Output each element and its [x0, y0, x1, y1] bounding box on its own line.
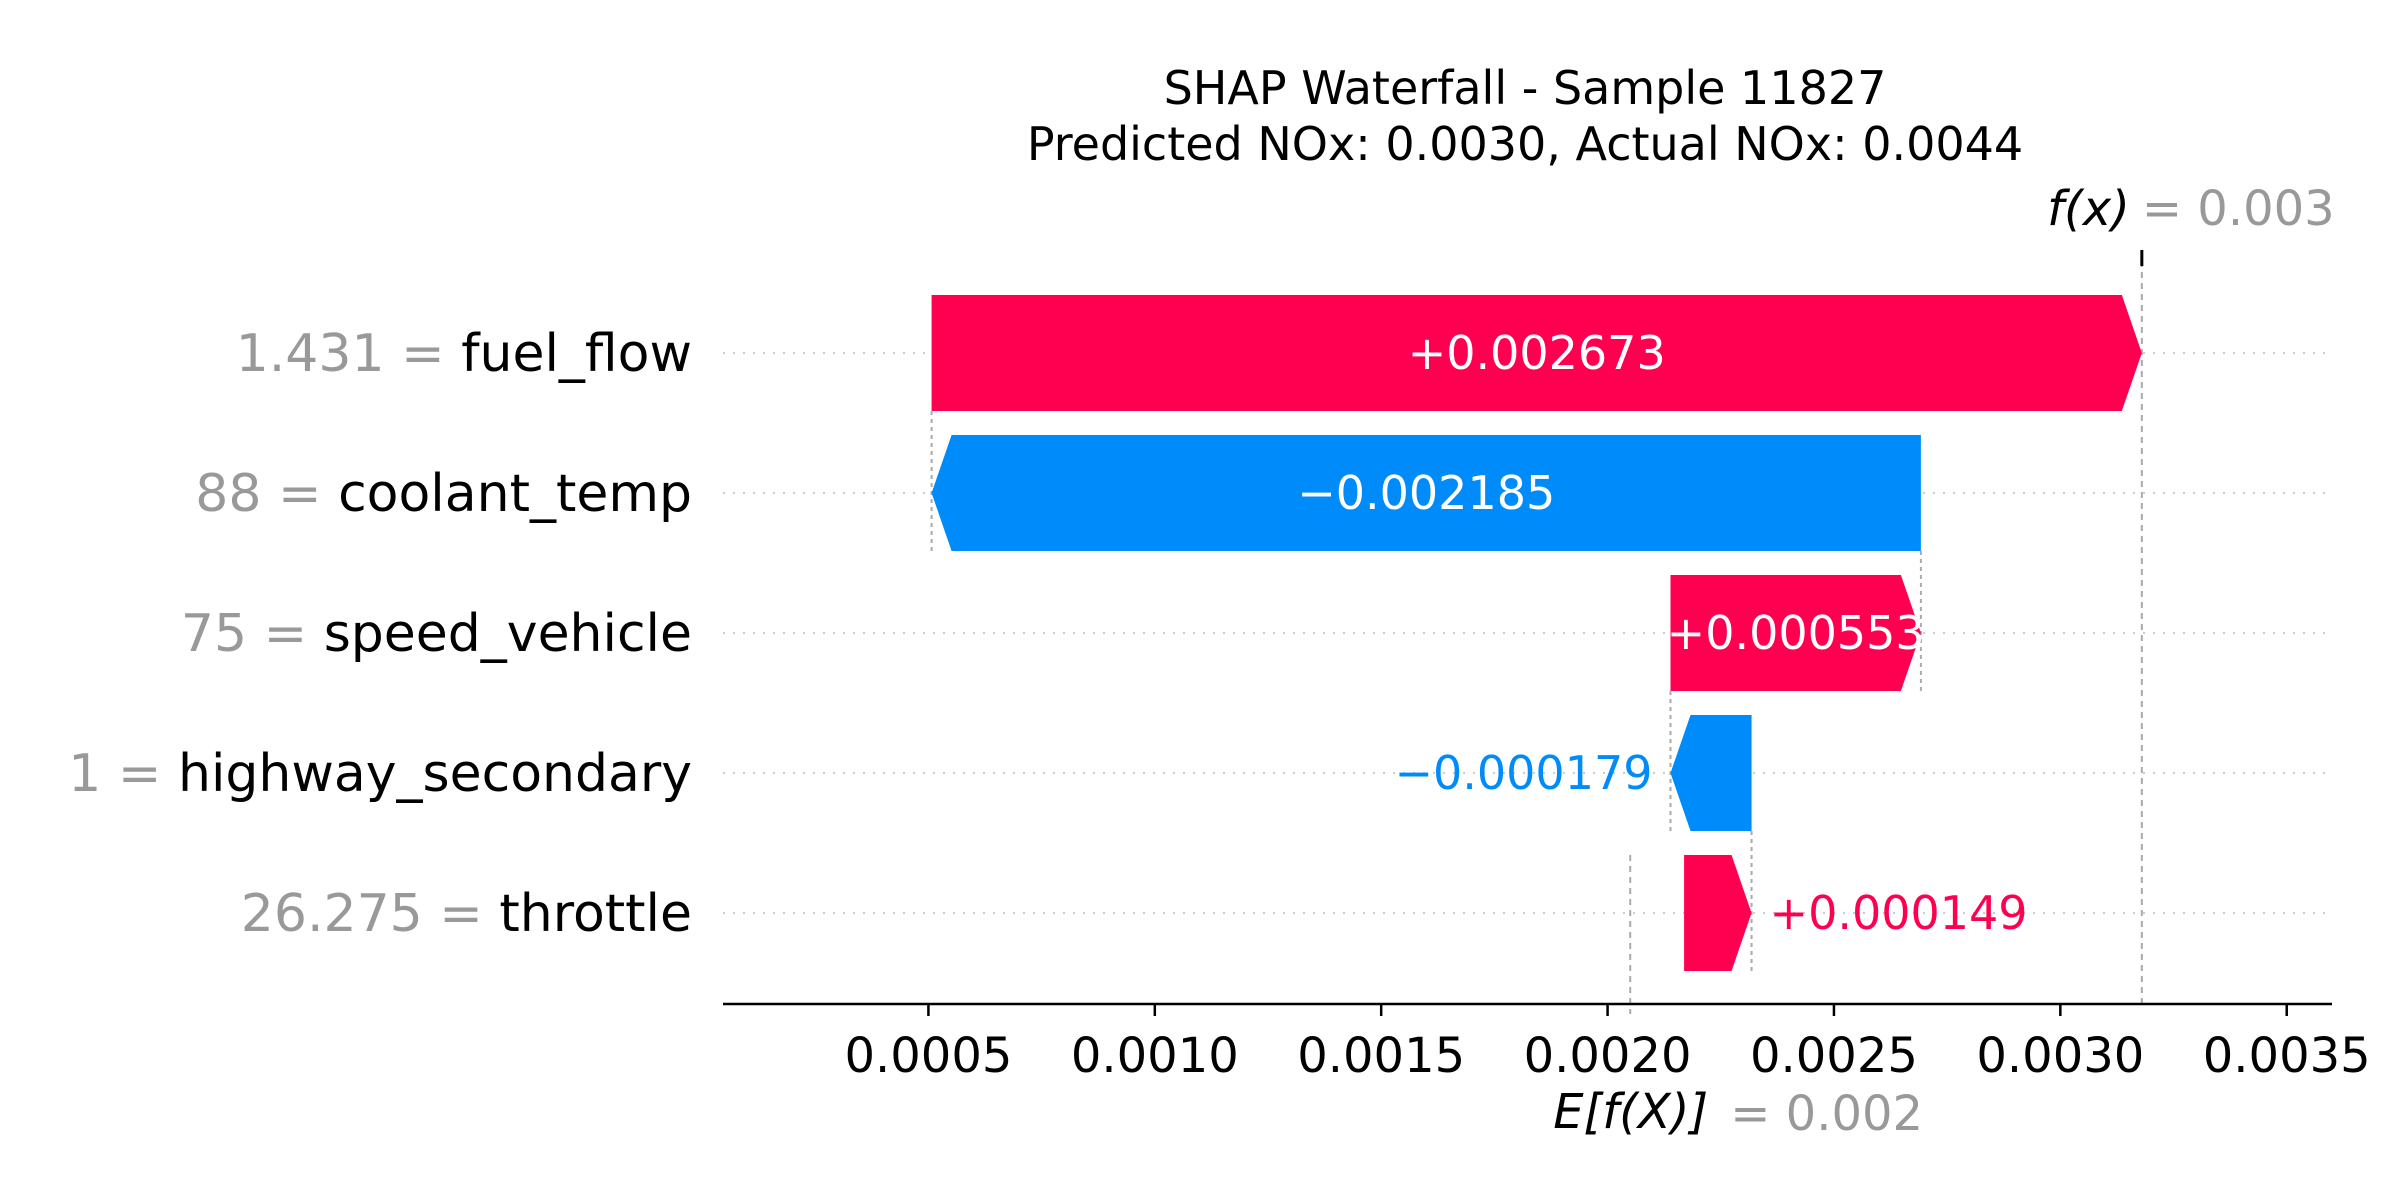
- feature-name: fuel_flow: [461, 324, 692, 384]
- x-tick-label: 0.0035: [2203, 1028, 2371, 1084]
- bar-value-label: +0.000553: [1667, 606, 1925, 660]
- feature-name: speed_vehicle: [324, 604, 692, 664]
- bar-value-label: +0.002673: [1408, 326, 1666, 380]
- feature-name: coolant_temp: [338, 464, 692, 524]
- x-tick-label: 0.0020: [1524, 1028, 1692, 1084]
- feature-name: throttle: [499, 884, 692, 944]
- waterfall-bar-coolant-temp: [931, 435, 1921, 551]
- feature-label: 26.275 = throttle: [241, 884, 692, 944]
- chart-title-line2: Predicted NOx: 0.0030, Actual NOx: 0.004…: [1027, 117, 2023, 171]
- waterfall-bar-highway-secondary: [1670, 715, 1752, 831]
- bar-value-label: +0.000149: [1770, 886, 2028, 940]
- final-value-number: = 0.003: [2142, 181, 2335, 237]
- chart-title-line1: SHAP Waterfall - Sample 11827: [1164, 61, 1887, 115]
- bar-value-label: −0.000179: [1394, 746, 1652, 800]
- feature-label: 88 = coolant_temp: [195, 464, 692, 524]
- feature-value: 1 =: [68, 744, 178, 804]
- feature-label: 1 = highway_secondary: [68, 744, 692, 804]
- waterfall-bar-fuel-flow: [931, 295, 2142, 411]
- feature-value: 26.275 =: [241, 884, 500, 944]
- x-tick-label: 0.0030: [1976, 1028, 2144, 1084]
- feature-name: highway_secondary: [178, 744, 692, 804]
- feature-label: 75 = speed_vehicle: [181, 604, 692, 664]
- x-tick-label: 0.0015: [1297, 1028, 1465, 1084]
- bar-value-label: −0.002185: [1297, 466, 1555, 520]
- final-value-label: f(x): [2047, 181, 2130, 237]
- waterfall-bar-throttle: [1684, 855, 1752, 971]
- base-value-number: = 0.002: [1730, 1086, 1923, 1142]
- base-value-label: E[f(X)]: [1553, 1084, 1708, 1140]
- feature-label: 1.431 = fuel_flow: [236, 324, 692, 384]
- feature-value: 1.431 =: [236, 324, 462, 384]
- plot-area: +0.002673 1.431 = fuel_flow −0.002185 88 = …: [68, 181, 2370, 1142]
- feature-value: 88 =: [195, 464, 338, 524]
- feature-value: 75 =: [181, 604, 324, 664]
- x-tick-label: 0.0005: [844, 1028, 1012, 1084]
- x-tick-label: 0.0025: [1750, 1028, 1918, 1084]
- x-tick-label: 0.0010: [1071, 1028, 1239, 1084]
- waterfall-bar-speed-vehicle: [1670, 575, 1921, 691]
